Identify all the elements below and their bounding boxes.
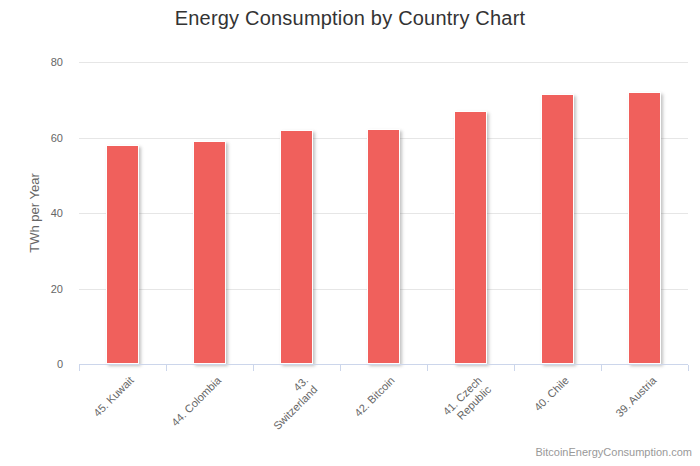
x-axis-label: 41. CzechRepublic [440, 374, 493, 427]
bar--colombia[interactable] [193, 141, 226, 364]
x-axis-tick [253, 365, 254, 371]
x-axis-label: 40. Chile [532, 374, 572, 414]
x-axis-label: 39. Austria [613, 374, 659, 420]
x-axis-tick [340, 365, 341, 371]
y-axis-tick-label: 40 [23, 206, 63, 220]
bar--bitcoin[interactable] [367, 129, 400, 364]
x-axis-tick [514, 365, 515, 371]
grid-line [79, 62, 688, 63]
y-axis-tick-label: 20 [23, 282, 63, 296]
bar--czech-republic[interactable] [454, 111, 487, 364]
credits-watermark[interactable]: BitcoinEnergyConsumption.com [535, 446, 692, 458]
energy-consumption-chart: Energy Consumption by Country Chart TWh … [0, 0, 700, 466]
chart-title: Energy Consumption by Country Chart [0, 7, 700, 30]
x-axis-line [79, 364, 688, 365]
y-axis-tick-label: 80 [23, 55, 63, 69]
x-axis-label: 43.Switzerland [261, 374, 320, 433]
bar--chile[interactable] [541, 94, 574, 364]
x-axis-tick [166, 365, 167, 371]
x-axis-tick [427, 365, 428, 371]
bar--kuwait[interactable] [106, 145, 139, 364]
y-axis-tick-label: 60 [23, 131, 63, 145]
bar--switzerland[interactable] [280, 130, 313, 364]
x-axis-label: 42. Bitcoin [352, 374, 398, 420]
x-axis-label: 44. Colombia [169, 374, 224, 429]
x-axis-label: 45. Kuwait [91, 374, 137, 420]
bar--austria[interactable] [628, 92, 661, 364]
y-axis-tick-label: 0 [23, 357, 63, 371]
x-axis-tick [601, 365, 602, 371]
x-axis-tick [79, 365, 80, 371]
x-axis-tick [688, 365, 689, 371]
